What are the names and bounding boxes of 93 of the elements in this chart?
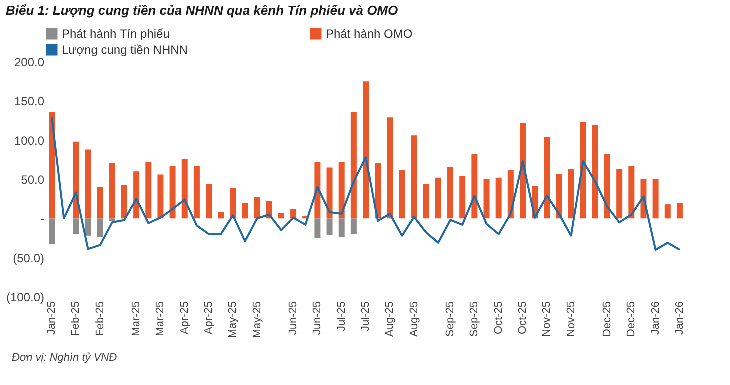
bar — [182, 159, 188, 219]
bar — [350, 218, 357, 234]
bar — [350, 112, 357, 219]
x-tick-label: Jul-25 — [360, 302, 372, 332]
bar — [73, 142, 80, 219]
bar — [399, 170, 406, 219]
bar — [616, 169, 623, 219]
bar — [326, 168, 333, 219]
x-tick-label: Jun-25 — [312, 302, 324, 336]
y-tick-label: (50.0) — [13, 251, 44, 266]
bar — [109, 218, 116, 222]
bar — [278, 213, 284, 219]
bar — [484, 180, 490, 219]
x-tick-label: Oct-25 — [516, 302, 529, 335]
bar — [604, 154, 611, 219]
bar — [170, 166, 176, 219]
y-tick-label: - — [40, 212, 44, 226]
bar — [664, 204, 671, 219]
bar — [544, 137, 550, 219]
x-tick-label: Sep-25 — [444, 302, 457, 337]
y-tick-label: 200.0 — [14, 56, 45, 70]
bar — [314, 218, 321, 238]
bar — [496, 178, 502, 219]
bar — [85, 218, 92, 236]
bar — [363, 82, 369, 219]
x-tick-label: Dec-25 — [626, 302, 638, 337]
x-tick-label: Apr-25 — [178, 302, 191, 335]
y-tick-label: 150.0 — [14, 94, 45, 109]
x-tick-label: Apr-25 — [203, 302, 216, 335]
bar — [387, 118, 394, 219]
bar — [230, 188, 236, 219]
legend-label: Phát hành OMO — [326, 27, 413, 41]
bar — [460, 176, 466, 219]
x-tick-label: Dec-25 — [602, 302, 614, 337]
x-tick-label: Jul-25 — [336, 302, 348, 332]
bar — [592, 125, 598, 219]
bar — [218, 212, 224, 219]
bar — [206, 184, 212, 219]
x-tick-label: Jan-25 — [46, 302, 58, 336]
bar — [242, 203, 248, 219]
bar — [568, 169, 574, 219]
x-tick-label: Aug-25 — [384, 302, 396, 337]
y-tick-label: 50.0 — [21, 173, 45, 187]
y-tick-label: (100.0) — [6, 290, 44, 304]
bar — [423, 184, 430, 219]
x-tick-label: Sep-25 — [468, 302, 481, 337]
bar — [49, 218, 56, 245]
legend-label: Phát hành Tín phiếu — [62, 27, 170, 41]
y-tick-label: 100.0 — [14, 134, 45, 148]
bar — [448, 166, 454, 219]
bar — [411, 136, 418, 219]
bar — [49, 112, 56, 219]
x-tick-label: Mar-25 — [154, 302, 167, 336]
x-tick-label: May-25 — [251, 302, 264, 338]
bar — [134, 172, 140, 219]
bar — [146, 162, 152, 219]
line-series — [51, 116, 681, 251]
bar — [628, 166, 635, 219]
bar — [375, 163, 382, 219]
x-tick-label: Jun-25 — [288, 302, 300, 336]
x-tick-label: Aug-25 — [408, 302, 420, 337]
bar — [435, 178, 442, 219]
bar — [254, 198, 260, 219]
x-tick-label: May-25 — [227, 302, 240, 338]
bar — [472, 154, 478, 219]
bar — [158, 174, 164, 219]
bar — [556, 174, 562, 219]
x-tick-label: Feb-25 — [94, 302, 106, 336]
x-tick-label: Nov-25 — [565, 302, 578, 337]
bar — [652, 180, 659, 219]
x-tick-label: Feb-25 — [70, 302, 82, 336]
bar — [314, 162, 321, 219]
x-tick-label: Mar-25 — [130, 302, 143, 336]
bar — [338, 162, 345, 219]
x-tick-label: Nov-25 — [541, 302, 554, 337]
bar — [121, 184, 128, 219]
bar — [85, 150, 92, 219]
bar — [109, 163, 116, 219]
x-tick-label: Oct-25 — [492, 302, 505, 335]
chart-title: Biểu 1: Lượng cung tiền của NHNN qua kênh Tín phiếu và OMO — [6, 3, 398, 18]
bar — [97, 187, 104, 219]
bar — [194, 166, 200, 219]
bar — [520, 123, 526, 219]
x-tick-label: Jan-26 — [650, 302, 662, 336]
legend-label: Lượng cung tiền NHNN — [62, 43, 188, 57]
bar — [580, 122, 586, 219]
bar — [676, 203, 683, 219]
x-tick-label: Jan-26 — [674, 302, 686, 336]
bar — [326, 218, 333, 236]
bar — [73, 218, 80, 234]
bar — [97, 218, 104, 238]
bar — [338, 218, 345, 238]
text: Đơn vị: Nghìn tỷ VNĐ — [12, 352, 118, 364]
